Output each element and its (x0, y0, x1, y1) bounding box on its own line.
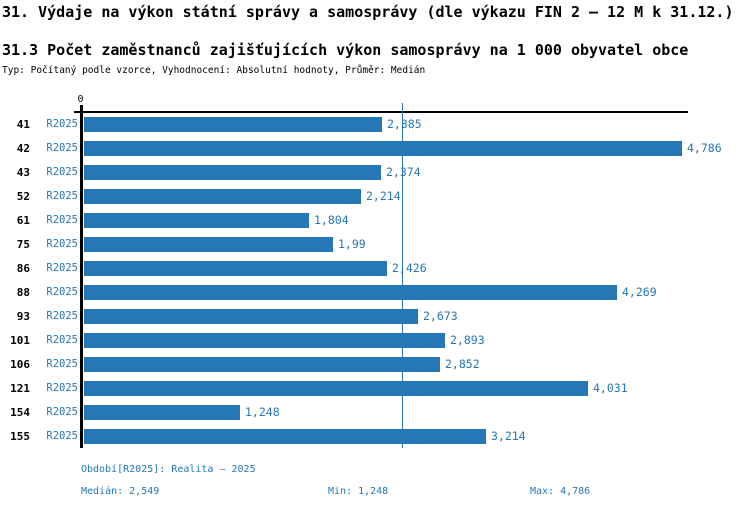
bar (84, 405, 240, 420)
row-series-label: R2025 (46, 142, 78, 154)
row-category-label: 42 (16, 142, 30, 155)
row-series-label: R2025 (46, 406, 78, 418)
row-category-label: 154 (10, 406, 30, 419)
bar-value-label: 2,385 (387, 117, 422, 131)
row-series-label: R2025 (46, 238, 78, 250)
bar-value-label: 2,426 (392, 261, 427, 275)
bar (84, 357, 440, 372)
bar (84, 213, 309, 228)
row-category-label: 121 (10, 382, 30, 395)
row-series-label: R2025 (46, 214, 78, 226)
row-series-label: R2025 (46, 430, 78, 442)
row-category-label: 93 (16, 310, 30, 323)
row-series-label: R2025 (46, 286, 78, 298)
chart-subtitle: 31.3 Počet zaměstnanců zajišťujících výk… (2, 41, 689, 59)
row-category-label: 52 (16, 190, 30, 203)
bar (84, 285, 617, 300)
row-series-label: R2025 (46, 334, 78, 346)
bar-value-label: 2,893 (450, 333, 485, 347)
row-series-label: R2025 (46, 382, 78, 394)
bar (84, 237, 333, 252)
legend-period: Období[R2025]: Realita – 2025 (81, 464, 256, 475)
row-series-label: R2025 (46, 310, 78, 322)
row-series-label: R2025 (46, 262, 78, 274)
stat-min: Min: 1,248 (328, 486, 389, 497)
x-axis-zero-tick-label: 0 (77, 94, 84, 105)
bar (84, 381, 588, 396)
page-title: 31. Výdaje na výkon státní správy a samo… (2, 3, 734, 21)
bar (84, 189, 361, 204)
row-category-label: 88 (16, 286, 30, 299)
row-category-label: 101 (10, 334, 30, 347)
bar-value-label: 4,786 (687, 141, 722, 155)
bar (84, 333, 445, 348)
bar-value-label: 4,031 (593, 381, 628, 395)
row-series-label: R2025 (46, 166, 78, 178)
x-axis-line (74, 111, 688, 113)
row-category-label: 75 (16, 238, 30, 251)
row-category-label: 41 (16, 118, 30, 131)
chart-meta-info: Typ: Počítaný podle vzorce, Vyhodnocení:… (2, 65, 426, 76)
row-category-label: 106 (10, 358, 30, 371)
bar-value-label: 2,673 (423, 309, 458, 323)
bar-value-label: 1,99 (338, 237, 366, 251)
y-axis-line (80, 105, 83, 448)
bar-value-label: 4,269 (622, 285, 657, 299)
row-category-label: 43 (16, 166, 30, 179)
bar (84, 429, 486, 444)
row-series-label: R2025 (46, 118, 78, 130)
bar (84, 261, 387, 276)
row-category-label: 61 (16, 214, 30, 227)
stat-median: Medián: 2,549 (81, 486, 160, 497)
row-category-label: 155 (10, 430, 30, 443)
bar-value-label: 2,214 (366, 189, 401, 203)
bar (84, 165, 381, 180)
bar (84, 309, 418, 324)
stat-max: Max: 4,786 (530, 486, 591, 497)
bar-value-label: 2,852 (445, 357, 480, 371)
row-category-label: 86 (16, 262, 30, 275)
bar-value-label: 1,248 (245, 405, 280, 419)
bar-value-label: 2,374 (386, 165, 421, 179)
bar (84, 117, 382, 132)
bar-value-label: 1,804 (314, 213, 349, 227)
bar (84, 141, 682, 156)
median-reference-line (402, 103, 403, 448)
row-series-label: R2025 (46, 190, 78, 202)
row-series-label: R2025 (46, 358, 78, 370)
bar-value-label: 3,214 (491, 429, 526, 443)
